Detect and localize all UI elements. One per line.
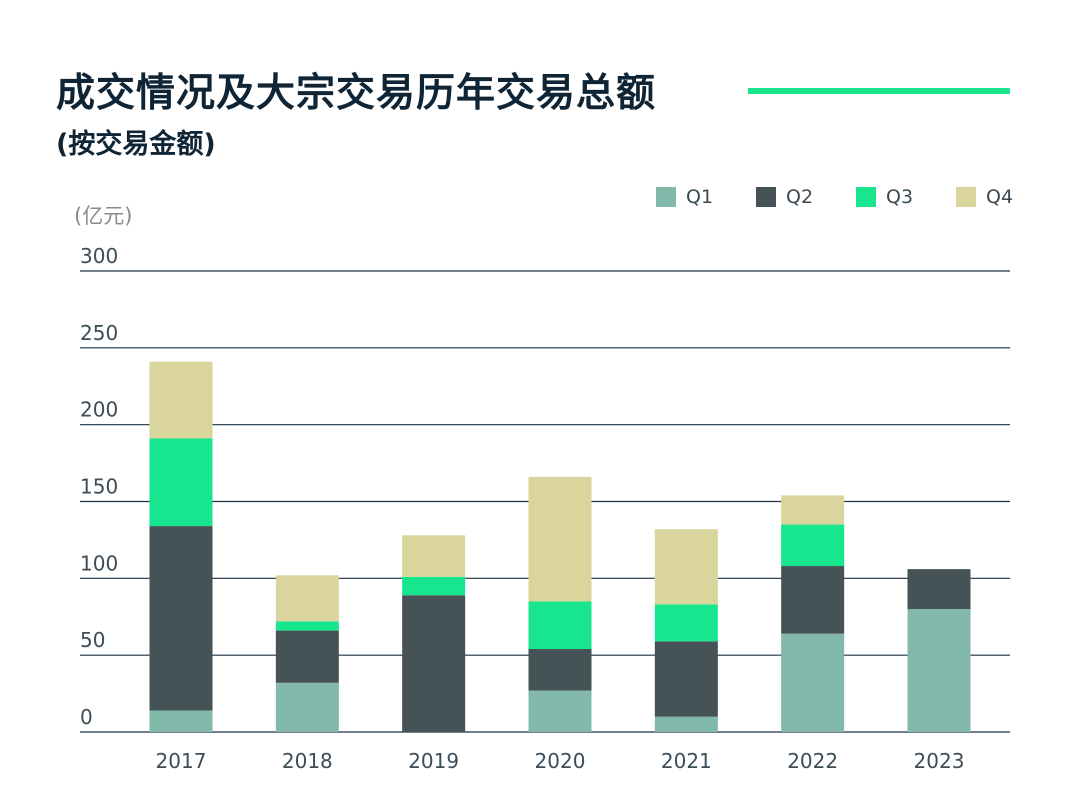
legend-item-q3: Q3 — [856, 186, 956, 208]
y-tick-label-100: 100 — [80, 551, 118, 575]
x-tick-label-2022: 2022 — [787, 749, 838, 773]
bar-2018-q2 — [275, 630, 339, 683]
legend-item-q1: Q1 — [656, 186, 756, 208]
y-tick-label-50: 50 — [80, 628, 105, 652]
x-tick-label-2023: 2023 — [914, 749, 965, 773]
x-tick-label-2021: 2021 — [661, 749, 712, 773]
y-tick-label-150: 150 — [80, 475, 118, 499]
bar-2018-q3 — [275, 621, 339, 631]
legend-swatch-q2 — [756, 187, 776, 207]
bar-2018-q4 — [275, 575, 339, 622]
legend-swatch-q3 — [856, 187, 876, 207]
bar-2019-q2 — [402, 595, 466, 732]
bar-2021-q4 — [654, 529, 718, 605]
legend: Q1 Q2 Q3 Q4 — [656, 186, 1056, 208]
bar-2021-q2 — [654, 641, 718, 717]
bar-2020-q4 — [528, 476, 592, 602]
bar-2023-q2 — [907, 569, 971, 610]
legend-swatch-q1 — [656, 187, 676, 207]
bar-2020-q2 — [528, 649, 592, 691]
bar-2022-q2 — [781, 566, 845, 634]
chart-title: 成交情况及大宗交易历年交易总额 — [56, 71, 657, 116]
bar-2019-q4 — [402, 535, 466, 577]
x-tick-label-2019: 2019 — [408, 749, 459, 773]
bar-2020-q3 — [528, 601, 592, 650]
title-accent-line — [748, 88, 1010, 94]
legend-item-q4: Q4 — [956, 186, 1056, 208]
bar-2023-q1 — [907, 609, 971, 732]
legend-swatch-q4 — [956, 187, 976, 207]
bar-2019-q3 — [402, 576, 466, 596]
bar-2021-q1 — [654, 716, 718, 732]
y-tick-label-250: 250 — [80, 321, 118, 345]
legend-item-q2: Q2 — [756, 186, 856, 208]
legend-label-q4: Q4 — [986, 186, 1014, 208]
y-tick-label-0: 0 — [80, 705, 93, 729]
bar-2022-q1 — [781, 633, 845, 732]
bar-2020-q1 — [528, 690, 592, 732]
y-tick-label-200: 200 — [80, 398, 118, 422]
bar-2017-q1 — [149, 710, 213, 732]
bar-2022-q4 — [781, 495, 845, 525]
bar-2017-q2 — [149, 526, 213, 711]
legend-label-q2: Q2 — [786, 186, 814, 208]
legend-label-q3: Q3 — [886, 186, 914, 208]
x-tick-label-2020: 2020 — [535, 749, 586, 773]
y-unit-label: (亿元) — [74, 204, 133, 228]
legend-label-q1: Q1 — [686, 186, 714, 208]
x-tick-label-2018: 2018 — [282, 749, 333, 773]
bar-2021-q3 — [654, 604, 718, 642]
bar-2017-q3 — [149, 438, 213, 527]
bar-2018-q1 — [275, 682, 339, 732]
chart-subtitle: (按交易金额) — [56, 129, 216, 160]
y-tick-label-300: 300 — [80, 244, 118, 268]
x-tick-label-2017: 2017 — [156, 749, 207, 773]
bar-2022-q3 — [781, 524, 845, 567]
bar-2017-q4 — [149, 361, 213, 439]
